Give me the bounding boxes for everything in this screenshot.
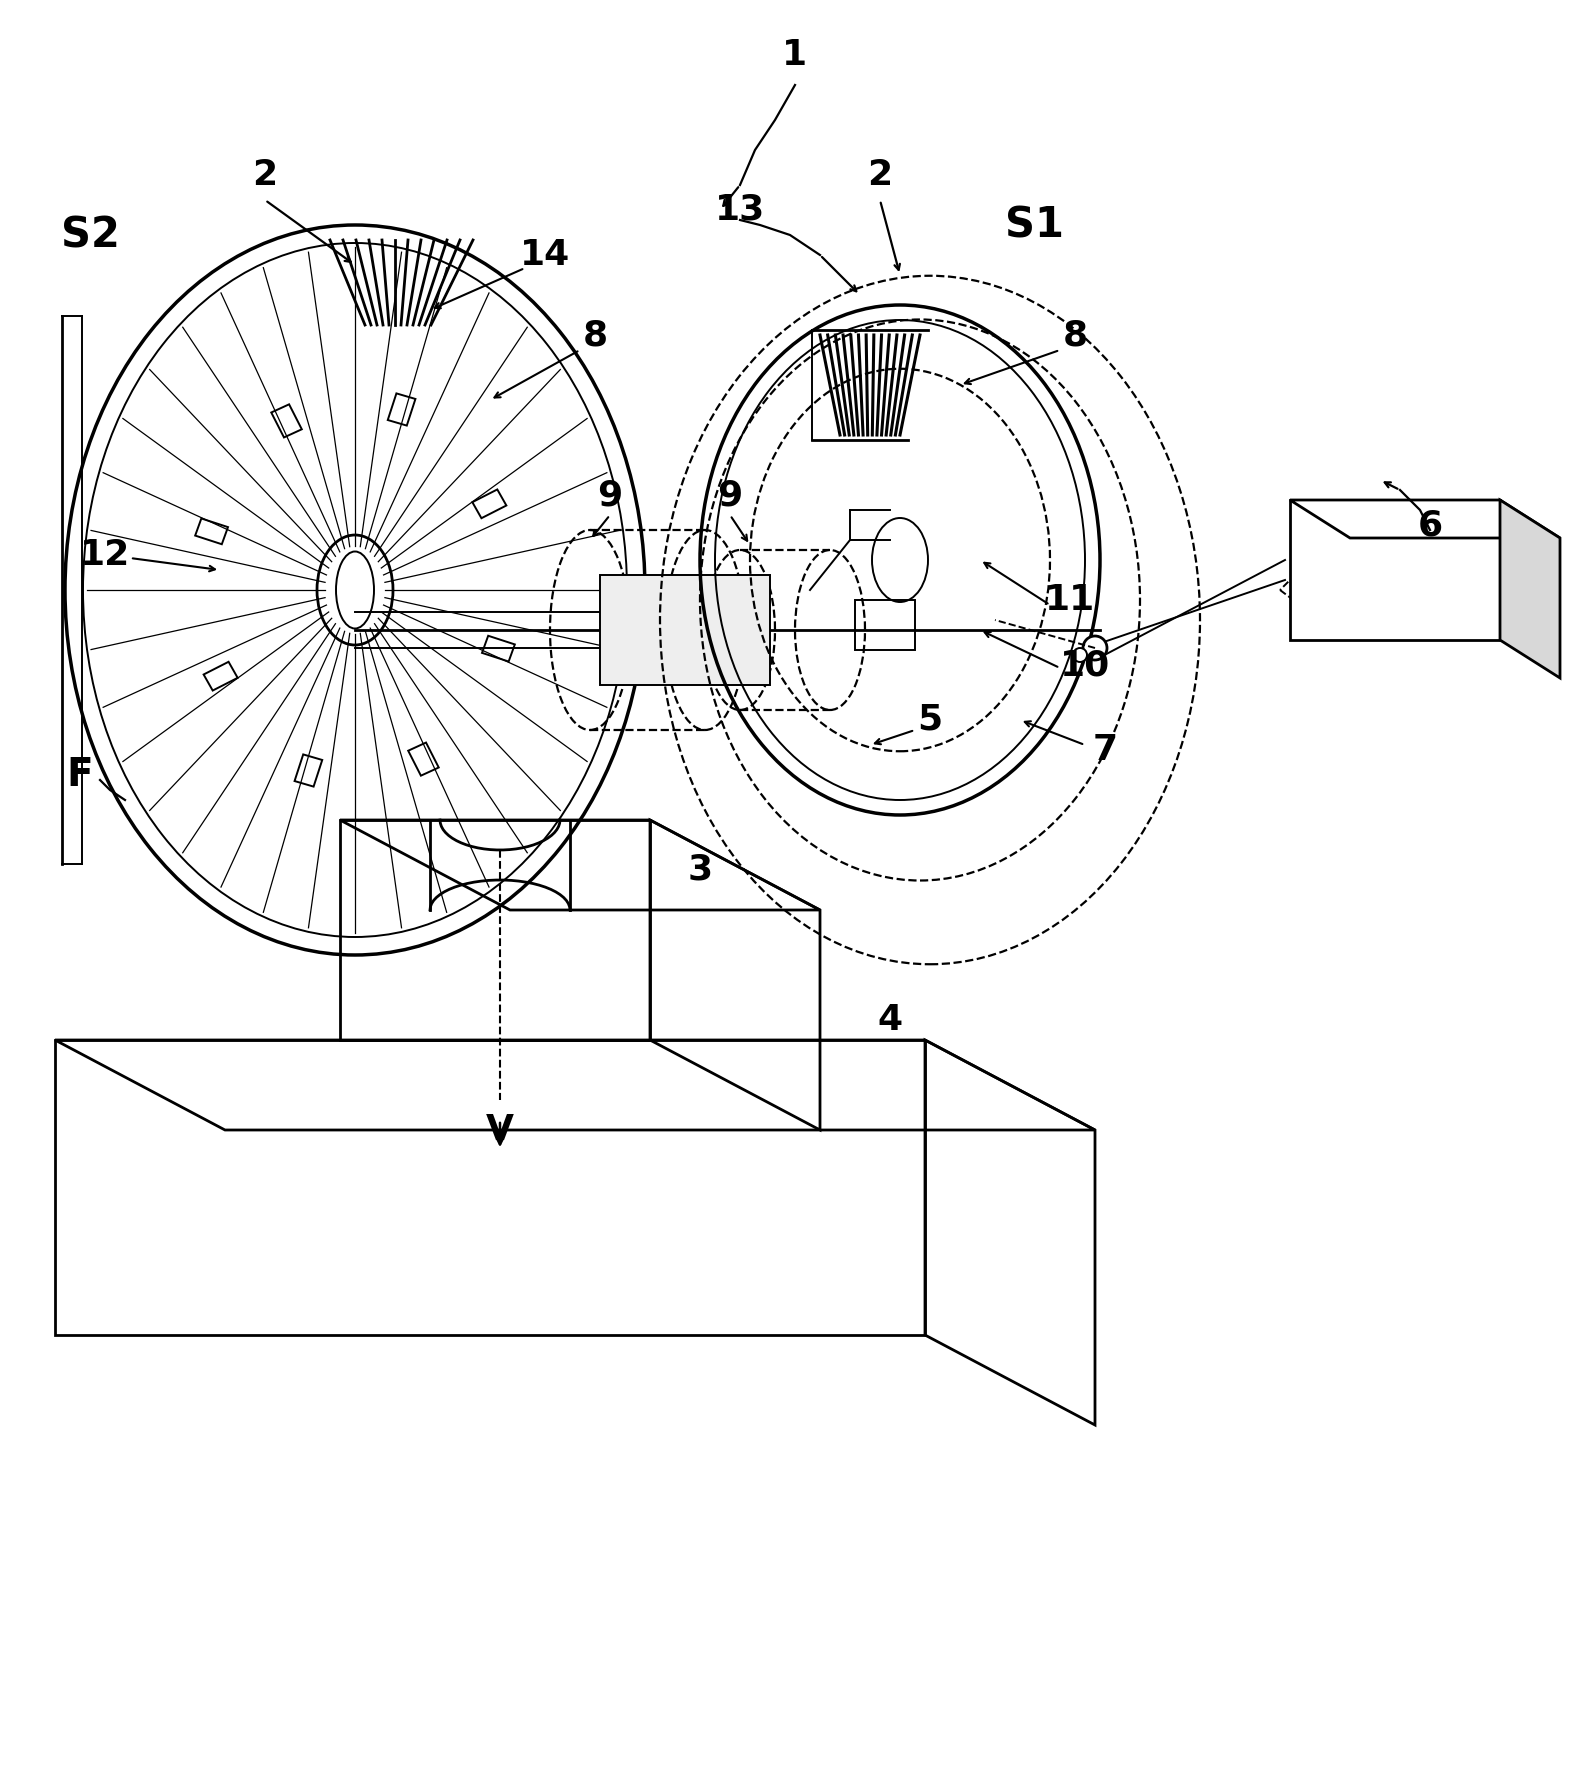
- Text: 2: 2: [868, 158, 892, 192]
- Text: 2: 2: [253, 158, 278, 192]
- Circle shape: [1073, 648, 1088, 662]
- Text: F: F: [67, 756, 94, 793]
- Text: 9: 9: [717, 477, 743, 511]
- Text: 7: 7: [1092, 733, 1118, 767]
- Text: 12: 12: [80, 538, 130, 572]
- Text: S2: S2: [60, 215, 119, 256]
- Polygon shape: [1289, 501, 1560, 538]
- Text: 8: 8: [1062, 318, 1088, 351]
- Text: 3: 3: [687, 854, 712, 888]
- Text: 9: 9: [598, 477, 623, 511]
- Ellipse shape: [871, 518, 929, 602]
- Circle shape: [1083, 635, 1107, 660]
- Text: 6: 6: [1417, 508, 1442, 541]
- Text: 1: 1: [782, 37, 808, 73]
- Text: S1: S1: [1005, 204, 1064, 247]
- Text: V: V: [487, 1113, 514, 1147]
- Text: 10: 10: [1061, 648, 1110, 682]
- Text: 13: 13: [716, 193, 765, 227]
- Ellipse shape: [316, 534, 393, 644]
- Text: 4: 4: [878, 1003, 903, 1037]
- Polygon shape: [1289, 501, 1499, 641]
- Text: 5: 5: [917, 703, 943, 737]
- Polygon shape: [599, 575, 770, 685]
- Text: 11: 11: [1045, 582, 1096, 618]
- Text: 14: 14: [520, 238, 571, 272]
- Text: 8: 8: [582, 318, 607, 351]
- Polygon shape: [1499, 501, 1560, 678]
